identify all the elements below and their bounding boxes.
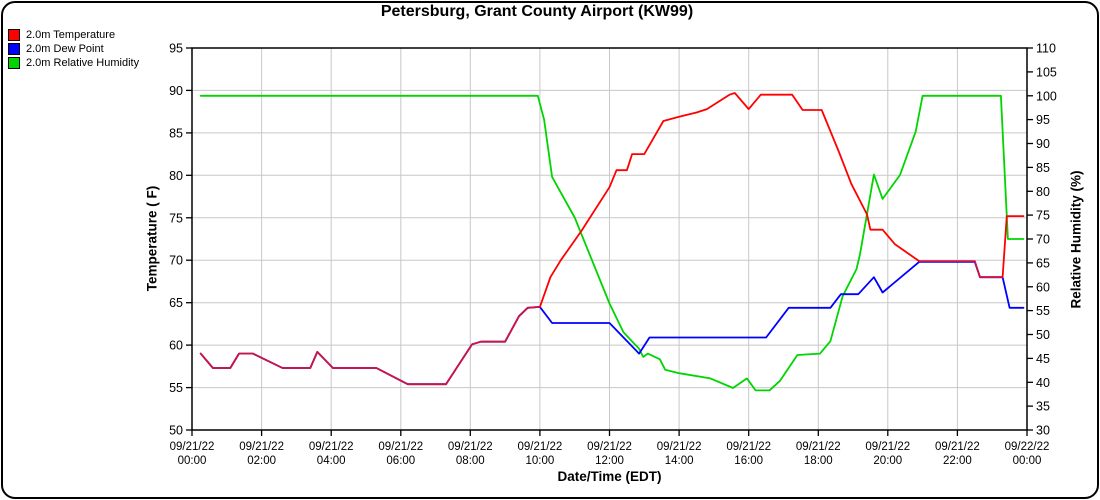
svg-text:80: 80 [1036, 185, 1050, 199]
relative-humidity-line [199, 94, 1025, 392]
svg-text:40: 40 [1036, 376, 1050, 390]
svg-text:65: 65 [169, 296, 183, 310]
svg-text:65: 65 [1036, 256, 1050, 270]
legend-item-relative-humidity: 2.0m Relative Humidity [8, 57, 139, 69]
right-tick-labels: 30 35 40 45 50 55 60 65 70 75 80 85 90 95 100 105 110 [1036, 42, 1057, 438]
svg-text:30: 30 [1036, 424, 1050, 438]
temperature-swatch-icon [8, 29, 20, 41]
svg-text:55: 55 [169, 381, 183, 395]
legend-label-temperature: 2.0m Temperature [26, 29, 116, 41]
svg-text:70: 70 [1036, 233, 1050, 247]
legend-item-dew-point: 2.0m Dew Point [8, 43, 139, 55]
legend-label-relative-humidity: 2.0m Relative Humidity [26, 57, 140, 69]
svg-text:50: 50 [169, 424, 183, 438]
legend-item-temperature: 2.0m Temperature [8, 29, 139, 41]
x-tick-labels: 09/21/22 00:00 09/21/22 02:00 09/21/22 04:00 0… [170, 441, 1050, 467]
x-axis-title: Date/Time (EDT) [557, 469, 662, 484]
svg-text:85: 85 [169, 126, 183, 140]
dew-point-swatch-icon [8, 43, 20, 55]
temperature-line [1001, 215, 1025, 279]
svg-text:75: 75 [1036, 209, 1050, 223]
svg-text:105: 105 [1036, 65, 1057, 79]
relative-humidity-swatch-icon [8, 57, 20, 69]
svg-text:75: 75 [169, 211, 183, 225]
svg-text:45: 45 [1036, 352, 1050, 366]
left-tick-labels: 50 55 60 65 70 75 80 85 90 95 [169, 42, 183, 438]
legend-label-dew-point: 2.0m Dew Point [26, 43, 104, 55]
gridlines [192, 48, 1027, 430]
dew-point-line [199, 260, 1025, 386]
svg-text:60: 60 [169, 339, 183, 353]
temperature-line [539, 92, 920, 308]
chart-title: Petersburg, Grant County Airport (KW99) [380, 3, 694, 20]
svg-text:85: 85 [1036, 161, 1050, 175]
svg-text:90: 90 [169, 84, 183, 98]
axis-ticks [186, 47, 1033, 436]
legend: 2.0m Temperature 2.0m Dew Point 2.0m Rel… [8, 29, 139, 71]
svg-text:95: 95 [169, 42, 183, 56]
svg-text:100: 100 [1036, 89, 1057, 103]
svg-text:60: 60 [1036, 280, 1050, 294]
svg-text:90: 90 [1036, 137, 1050, 151]
temperature-line-overlap-dew-point [918, 260, 1004, 279]
svg-text:55: 55 [1036, 304, 1050, 318]
svg-text:50: 50 [1036, 328, 1050, 342]
svg-text:110: 110 [1036, 42, 1056, 56]
svg-text:70: 70 [169, 254, 183, 268]
svg-text:35: 35 [1036, 400, 1050, 414]
temperature-line-overlap-dew-point [199, 305, 541, 386]
svg-text:95: 95 [1036, 113, 1050, 127]
svg-text:80: 80 [169, 169, 183, 183]
